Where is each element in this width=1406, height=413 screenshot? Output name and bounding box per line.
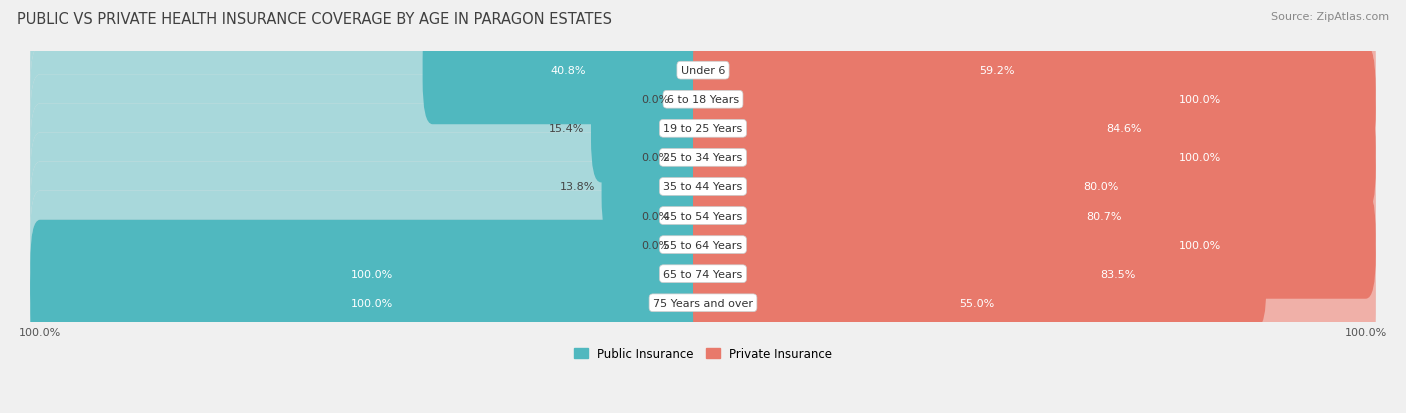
Text: 100.0%: 100.0% <box>1180 95 1222 105</box>
FancyBboxPatch shape <box>30 75 713 183</box>
FancyBboxPatch shape <box>30 220 713 328</box>
FancyBboxPatch shape <box>30 104 1376 212</box>
FancyBboxPatch shape <box>30 133 1376 241</box>
Text: 0.0%: 0.0% <box>641 240 669 250</box>
FancyBboxPatch shape <box>30 249 1376 357</box>
FancyBboxPatch shape <box>30 17 1376 125</box>
FancyBboxPatch shape <box>30 191 713 299</box>
Text: 80.0%: 80.0% <box>1083 182 1118 192</box>
FancyBboxPatch shape <box>30 191 1376 299</box>
FancyBboxPatch shape <box>30 75 1376 183</box>
Text: 40.8%: 40.8% <box>550 66 585 76</box>
Text: 45 to 54 Years: 45 to 54 Years <box>664 211 742 221</box>
Text: PUBLIC VS PRIVATE HEALTH INSURANCE COVERAGE BY AGE IN PARAGON ESTATES: PUBLIC VS PRIVATE HEALTH INSURANCE COVER… <box>17 12 612 27</box>
Text: 100.0%: 100.0% <box>1180 240 1222 250</box>
FancyBboxPatch shape <box>30 17 713 125</box>
FancyBboxPatch shape <box>423 17 713 125</box>
Text: 15.4%: 15.4% <box>548 124 585 134</box>
FancyBboxPatch shape <box>693 104 1376 212</box>
Text: 59.2%: 59.2% <box>980 66 1015 76</box>
FancyBboxPatch shape <box>693 17 1376 125</box>
Text: Source: ZipAtlas.com: Source: ZipAtlas.com <box>1271 12 1389 22</box>
FancyBboxPatch shape <box>693 220 1376 328</box>
Text: 84.6%: 84.6% <box>1107 124 1142 134</box>
Text: 100.0%: 100.0% <box>350 298 392 308</box>
Text: 83.5%: 83.5% <box>1101 269 1136 279</box>
FancyBboxPatch shape <box>30 249 713 357</box>
FancyBboxPatch shape <box>693 220 1267 328</box>
FancyBboxPatch shape <box>693 249 1376 357</box>
Legend: Public Insurance, Private Insurance: Public Insurance, Private Insurance <box>569 342 837 365</box>
FancyBboxPatch shape <box>693 46 1376 154</box>
Text: 0.0%: 0.0% <box>641 153 669 163</box>
FancyBboxPatch shape <box>693 191 1376 299</box>
FancyBboxPatch shape <box>693 17 1105 125</box>
FancyBboxPatch shape <box>693 133 1376 241</box>
Text: 0.0%: 0.0% <box>641 95 669 105</box>
Text: 80.7%: 80.7% <box>1087 211 1122 221</box>
FancyBboxPatch shape <box>30 104 713 212</box>
Text: 75 Years and over: 75 Years and over <box>652 298 754 308</box>
Text: 25 to 34 Years: 25 to 34 Years <box>664 153 742 163</box>
Text: 55.0%: 55.0% <box>959 298 994 308</box>
FancyBboxPatch shape <box>693 249 1077 357</box>
Text: 100.0%: 100.0% <box>1180 153 1222 163</box>
Text: 100.0%: 100.0% <box>350 269 392 279</box>
Text: 0.0%: 0.0% <box>641 211 669 221</box>
Text: 19 to 25 Years: 19 to 25 Years <box>664 124 742 134</box>
FancyBboxPatch shape <box>30 46 713 154</box>
FancyBboxPatch shape <box>591 75 713 183</box>
Text: 35 to 44 Years: 35 to 44 Years <box>664 182 742 192</box>
Text: 55 to 64 Years: 55 to 64 Years <box>664 240 742 250</box>
Text: 6 to 18 Years: 6 to 18 Years <box>666 95 740 105</box>
FancyBboxPatch shape <box>693 162 1376 270</box>
FancyBboxPatch shape <box>30 220 1376 328</box>
FancyBboxPatch shape <box>693 75 1376 183</box>
FancyBboxPatch shape <box>693 162 1249 270</box>
Text: 65 to 74 Years: 65 to 74 Years <box>664 269 742 279</box>
Text: 13.8%: 13.8% <box>560 182 595 192</box>
Text: Under 6: Under 6 <box>681 66 725 76</box>
FancyBboxPatch shape <box>693 75 1274 183</box>
FancyBboxPatch shape <box>693 133 1243 241</box>
FancyBboxPatch shape <box>30 133 713 241</box>
FancyBboxPatch shape <box>30 162 1376 270</box>
FancyBboxPatch shape <box>602 133 713 241</box>
FancyBboxPatch shape <box>30 46 1376 154</box>
FancyBboxPatch shape <box>30 162 713 270</box>
